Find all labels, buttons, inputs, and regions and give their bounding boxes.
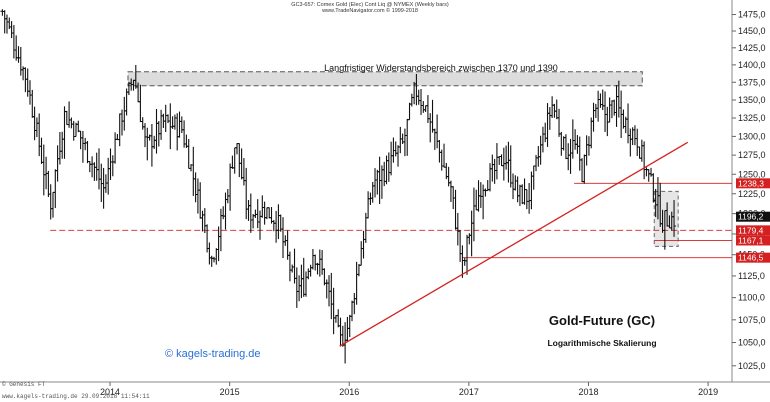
y-tick-label: 1400,0 <box>738 60 766 70</box>
last-price-label-bg <box>736 211 770 222</box>
level-label-bg <box>736 235 770 246</box>
x-tick-label: 2014 <box>100 387 120 397</box>
header-line2: www.TradeNavigator.com © 1999-2018 <box>321 7 418 14</box>
y-tick-label: 1275,0 <box>738 150 766 160</box>
level-label: 1238,3 <box>738 178 764 188</box>
resistance-zone-label: Langfristiger Widerstandsbereich zwische… <box>324 63 558 73</box>
y-tick-label: 1300,0 <box>738 131 766 141</box>
y-tick-label: 1050,0 <box>738 338 766 348</box>
corner-left-label: © Genesis FT <box>2 381 46 388</box>
x-tick-label: 2019 <box>698 387 718 397</box>
x-tick-label: 2016 <box>339 387 359 397</box>
y-tick-label: 1325,0 <box>738 113 766 123</box>
level-label: 1179,4 <box>738 225 764 235</box>
y-tick-label: 1475,0 <box>738 10 766 20</box>
level-label: 1167,1 <box>738 235 764 245</box>
level-label-bg <box>736 178 770 189</box>
y-tick-label: 1125,0 <box>738 271 765 281</box>
support-trendline <box>339 141 689 347</box>
y-tick-label: 1225,0 <box>738 189 766 199</box>
brand-label: © kagels-trading.de <box>165 348 261 360</box>
y-tick-label: 1075,0 <box>738 315 766 325</box>
x-tick-label: 2017 <box>459 387 479 397</box>
y-tick-label: 1100,0 <box>738 293 765 303</box>
header-line1: GC3-657: Comex Gold (Elec) Cont Liq @ NY… <box>291 2 449 8</box>
last-price-label: 1196,2 <box>738 212 764 222</box>
level-label: 1146,5 <box>738 253 764 263</box>
resistance-zone <box>127 71 643 87</box>
y-tick-label: 1250,0 <box>738 169 766 179</box>
y-tick-label: 1375,0 <box>738 77 766 87</box>
chart-subtitle: Logarithmische Skalierung <box>547 338 656 348</box>
x-tick-label: 2015 <box>220 387 240 397</box>
y-tick-label: 1025,0 <box>738 361 766 371</box>
y-tick-label: 1425,0 <box>738 43 766 53</box>
footer-label: www.kagels-trading.de 29.09.2018 11:54:1… <box>2 393 150 400</box>
y-tick-label: 1450,0 <box>738 26 766 36</box>
level-label-bg <box>736 225 770 236</box>
chart-title: Gold-Future (GC) <box>549 313 655 328</box>
x-tick-label: 2018 <box>578 387 598 397</box>
y-tick-label: 1350,0 <box>738 95 766 105</box>
level-label-bg <box>736 252 770 263</box>
